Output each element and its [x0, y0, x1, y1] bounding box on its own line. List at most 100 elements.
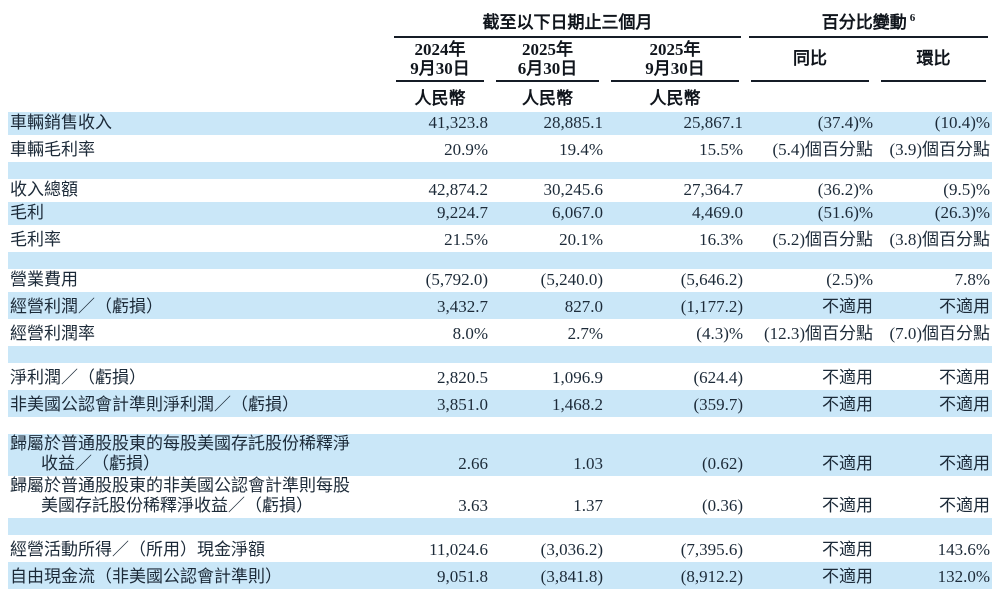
- cell-value: 30,245.6: [543, 180, 604, 199]
- cell-value: (9.5)%: [943, 180, 991, 199]
- cell-value: 2.66: [458, 454, 488, 473]
- cell-value: (10.4)%: [934, 113, 991, 132]
- cell-value: 不適用: [822, 540, 874, 559]
- cell-value: 25,867.1: [683, 113, 744, 132]
- cell-value: (37.4)%: [817, 113, 874, 132]
- cell-value: 2,820.5: [437, 368, 488, 387]
- cell-value: (2.5)%: [826, 270, 874, 289]
- separator-cell: [8, 346, 992, 363]
- cell-value: (624.4): [693, 368, 744, 387]
- cell-value: 2.7%: [567, 324, 603, 343]
- row-label: 車輛毛利率: [10, 140, 95, 159]
- row-label: 毛利率: [10, 230, 61, 249]
- cell-value: (4.3)%: [696, 324, 744, 343]
- cell-value: 3,851.0: [437, 395, 488, 414]
- cell-value: 4,469.0: [692, 203, 744, 222]
- row-label: 經營活動所得／（所用）現金淨額: [10, 540, 265, 559]
- table-row: 非美國公認會計準則淨利潤／（虧損） 3,851.0 1,468.2 (359.7) 不適…: [8, 390, 993, 417]
- cell-value: (7.0)個百分點: [889, 324, 991, 343]
- row-label: 經營利潤／（虧損）: [10, 297, 163, 316]
- cell-value: 41,323.8: [428, 113, 489, 132]
- separator-cell: [8, 162, 992, 179]
- table-row: 歸屬於普通股股東的每股美國存託股份稀釋淨 收益／（虧損） 2.66 1.03 (0.62…: [8, 434, 993, 476]
- table-row: 經營活動所得／（所用）現金淨額 11,024.6 (3,036.2) (7,395.6…: [8, 535, 992, 562]
- cell-value: (3.8)個百分點: [889, 230, 991, 249]
- separator-cell: [8, 417, 992, 434]
- table-row: 營業費用 (5,792.0) (5,240.0) (5,646.2) (2.5)% 7.8…: [8, 269, 992, 292]
- label-column-header-empty: [8, 82, 390, 112]
- column-year: 2025年: [522, 40, 573, 59]
- column-header-qoq: 環比: [875, 38, 992, 82]
- cell-value: 不適用: [939, 297, 991, 316]
- cell-value: 不適用: [822, 297, 874, 316]
- cell-value: 不適用: [822, 368, 874, 387]
- currency-empty: [745, 82, 875, 112]
- row-label: 收入總額: [10, 180, 78, 199]
- row-label: 非美國公認會計準則淨利潤／（虧損）: [10, 395, 299, 414]
- table-row: 收入總額 42,874.2 30,245.6 27,364.7 (36.2)% (9.5)…: [8, 179, 992, 202]
- change-group-header: 百分比變動 6: [745, 6, 992, 38]
- cell-value: 11,024.6: [429, 540, 488, 559]
- separator-cell: [8, 252, 992, 269]
- separator-row: [8, 252, 993, 269]
- period-group-header: 截至以下日期止三個月: [390, 6, 745, 38]
- yoy-label: 同比: [793, 48, 828, 68]
- column-year: 2024年: [414, 40, 466, 59]
- cell-value: (0.62): [701, 454, 744, 473]
- separator-row: [8, 346, 993, 363]
- cell-value: (5.4)個百分點: [772, 140, 874, 159]
- cell-value: 不適用: [939, 496, 991, 515]
- cell-value: 21.5%: [444, 230, 488, 249]
- separator-row: [8, 417, 992, 434]
- cell-value: (26.3)%: [934, 203, 991, 222]
- cell-value: 20.1%: [559, 230, 603, 249]
- cell-value: (359.7): [693, 395, 744, 414]
- row-label: 自由現金流（非美國公認會計準則）: [10, 567, 282, 586]
- cell-value: 132.0%: [937, 567, 991, 586]
- row-label: 歸屬於普通股股東的每股美國存託股份稀釋淨 收益／（虧損）: [10, 434, 350, 473]
- cell-value: (3,036.2): [540, 540, 603, 559]
- financial-table: 截至以下日期止三個月 百分比變動 6 2024年 9月30日 2025年: [8, 6, 993, 589]
- currency-label: 人民幣: [522, 89, 573, 108]
- cell-value: 6,067.0: [552, 203, 603, 222]
- currency-label: 人民幣: [414, 89, 466, 108]
- row-label: 歸屬於普通股股東的非美國公認會計準則每股 美國存託股份稀釋淨收益／（虧損）: [10, 476, 350, 515]
- separator-cell: [8, 518, 992, 535]
- cell-value: 不適用: [939, 368, 991, 387]
- period-group-title: 截至以下日期止三個月: [482, 13, 653, 32]
- cell-value: 不適用: [822, 496, 874, 515]
- cell-value: 3,432.7: [437, 297, 488, 316]
- currency-row: 人民幣 人民幣 人民幣: [8, 82, 992, 112]
- currency-label: 人民幣: [649, 89, 701, 108]
- cell-value: 20.9%: [444, 140, 488, 159]
- cell-value: 不適用: [939, 454, 991, 473]
- footnote-reference: 6: [909, 12, 916, 25]
- column-header-row: 2024年 9月30日 2025年 6月30日 2025年 9月30日: [8, 38, 992, 82]
- table-row: 車輛毛利率 20.9% 19.4% 15.5% (5.4)個百分點 (3.9)個百分點: [8, 135, 992, 162]
- cell-value: 8.0%: [452, 324, 488, 343]
- cell-value: 不適用: [822, 395, 874, 414]
- row-label: 車輛銷售收入: [10, 113, 112, 132]
- cell-value: 9,051.8: [437, 567, 488, 586]
- separator-row: [8, 162, 993, 179]
- table-body: 車輛銷售收入 41,323.8 28,885.1 25,867.1 (37.4)% (10…: [8, 112, 993, 589]
- currency-empty: [875, 82, 992, 112]
- cell-value: (5.2)個百分點: [772, 230, 874, 249]
- table-row: 毛利率 21.5% 20.1% 16.3% (5.2)個百分點 (3.8)個百分點: [8, 225, 992, 252]
- cell-value: (3.9)個百分點: [889, 140, 991, 159]
- row-label: 經營利潤率: [10, 324, 95, 343]
- column-header-yoy: 同比: [745, 38, 875, 82]
- column-date: 9月30日: [410, 59, 470, 78]
- cell-value: (3,841.8): [540, 567, 603, 586]
- cell-value: (7,395.6): [680, 540, 744, 559]
- cell-value: 7.8%: [954, 270, 991, 289]
- label-column-header-empty: [8, 6, 390, 38]
- table-row: 經營利潤／（虧損） 3,432.7 827.0 (1,177.2) 不適用 不適用: [8, 292, 993, 319]
- label-column-header-empty: [8, 38, 390, 82]
- cell-value: 3.63: [458, 496, 488, 515]
- cell-value: (5,646.2): [680, 270, 744, 289]
- table-row: 車輛銷售收入 41,323.8 28,885.1 25,867.1 (37.4)% (10…: [8, 112, 993, 135]
- row-label: 毛利: [10, 203, 44, 222]
- cell-value: (1,177.2): [680, 297, 744, 316]
